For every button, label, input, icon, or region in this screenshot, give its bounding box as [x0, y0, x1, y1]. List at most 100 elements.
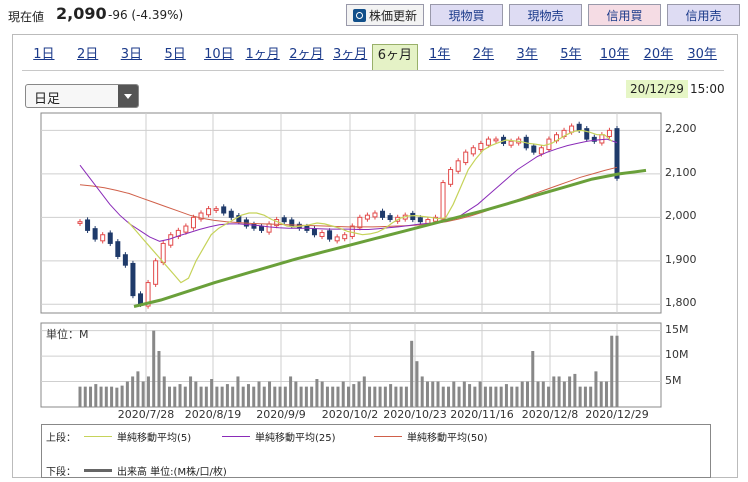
- legend-ma5-line: [84, 436, 112, 437]
- candle-body: [259, 225, 265, 231]
- tab-6[interactable]: 2ヶ月: [289, 47, 324, 62]
- tab-15[interactable]: 30年: [687, 47, 717, 62]
- volume-bar: [278, 386, 282, 407]
- candle-body: [236, 215, 242, 223]
- volume-bar: [99, 386, 103, 407]
- volume-bar: [289, 376, 293, 407]
- volume-bar: [283, 386, 287, 407]
- volume-bar: [136, 371, 140, 407]
- volume-bar: [499, 386, 503, 407]
- volume-bar: [310, 386, 314, 407]
- tab-4[interactable]: 10日: [204, 47, 234, 62]
- candle-body: [327, 230, 333, 240]
- volume-bar: [189, 376, 193, 407]
- x-axis-label: 2020/12/29: [585, 408, 649, 421]
- price-label: 現在値: [8, 10, 45, 24]
- tab-8[interactable]: 6ヶ月: [372, 44, 418, 70]
- cash-sell-button[interactable]: 現物売: [509, 4, 582, 26]
- volume-bar: [89, 386, 93, 407]
- chart-date: 20/12/29: [626, 80, 688, 98]
- candle-body: [281, 217, 287, 223]
- tab-12[interactable]: 5年: [560, 47, 582, 62]
- volume-bar: [104, 386, 108, 407]
- candle-body: [221, 206, 227, 214]
- candle-body: [538, 147, 544, 155]
- volume-bar: [94, 384, 98, 407]
- legend-volume-label: 出来高 単位:(M株/口/枚): [117, 467, 227, 478]
- volume-bar: [157, 351, 161, 407]
- price-y-tick: 2,200: [665, 122, 697, 136]
- candle-body: [614, 128, 620, 179]
- volume-bar: [383, 386, 387, 407]
- volume-plot-area: [40, 322, 662, 408]
- volume-bar: [320, 381, 324, 407]
- volume-bar: [131, 376, 135, 407]
- volume-bar: [246, 384, 250, 407]
- ma25-line: [79, 138, 618, 242]
- interval-select[interactable]: 日足: [25, 84, 139, 108]
- margin-sell-button[interactable]: 信用売: [667, 4, 740, 26]
- tab-3[interactable]: 5日: [164, 47, 186, 62]
- volume-bar: [562, 381, 566, 407]
- volume-bar: [473, 386, 477, 407]
- tab-5[interactable]: 1ヶ月: [245, 47, 280, 62]
- volume-y-tick: 15M: [665, 322, 689, 336]
- candle-body: [334, 236, 340, 242]
- price-y-tick: 2,100: [665, 165, 697, 179]
- candle-body: [115, 241, 121, 257]
- tab-13[interactable]: 10年: [599, 47, 630, 62]
- volume-bar: [268, 381, 272, 407]
- volume-bar: [536, 381, 540, 407]
- tab-11[interactable]: 3年: [516, 47, 538, 62]
- volume-bar: [215, 386, 219, 407]
- candle-body: [190, 216, 196, 229]
- volume-bar: [262, 386, 266, 407]
- volume-bar: [362, 376, 366, 407]
- volume-bar: [531, 351, 535, 407]
- legend-ma25-line: [222, 436, 250, 437]
- volume-bar: [304, 386, 308, 407]
- tab-14[interactable]: 20年: [643, 47, 674, 62]
- volume-bar: [110, 386, 114, 407]
- volume-bar: [194, 381, 198, 407]
- volume-bar: [462, 381, 466, 407]
- candle-body: [357, 216, 363, 229]
- candle-body: [417, 217, 423, 223]
- candle-body: [311, 228, 317, 236]
- tab-0[interactable]: 1日: [33, 47, 55, 62]
- tab-9[interactable]: 1年: [428, 47, 451, 62]
- volume-bar: [494, 386, 498, 407]
- tab-1[interactable]: 2日: [76, 47, 99, 62]
- candle-body: [92, 228, 98, 240]
- tab-7[interactable]: 3ヶ月: [332, 47, 368, 62]
- volume-bar: [547, 386, 551, 407]
- volume-y-tick: 5M: [665, 373, 682, 387]
- volume-bar: [478, 381, 482, 407]
- cash-buy-button[interactable]: 現物買: [430, 4, 503, 26]
- trend-line: [133, 168, 647, 308]
- volume-bar: [578, 386, 582, 407]
- volume-bar: [441, 386, 445, 407]
- candle-body: [410, 212, 416, 221]
- x-axis-label: 2020/8/19: [184, 408, 242, 421]
- volume-bar: [257, 381, 261, 407]
- candle-body: [380, 210, 386, 218]
- candle-body: [584, 128, 590, 140]
- volume-bar: [331, 386, 335, 407]
- refresh-quote-button[interactable]: 株価更新: [346, 4, 424, 26]
- volume-bar: [231, 386, 235, 407]
- volume-bar: [431, 381, 435, 407]
- tab-10[interactable]: 2年: [472, 47, 495, 62]
- legend-ma50-label: 単純移動平均(50): [407, 433, 488, 444]
- volume-bar: [168, 386, 171, 407]
- margin-buy-button[interactable]: 信用買: [588, 4, 661, 26]
- tab-2[interactable]: 3日: [120, 47, 143, 62]
- volume-bar: [489, 386, 493, 407]
- candle-body: [349, 225, 355, 237]
- price-y-tick: 1,900: [665, 252, 697, 266]
- legend-ma50: 単純移動平均(50): [374, 429, 488, 444]
- price-y-tick: 1,800: [665, 296, 697, 310]
- volume-bar: [394, 386, 398, 407]
- chevron-down-icon: [118, 85, 138, 107]
